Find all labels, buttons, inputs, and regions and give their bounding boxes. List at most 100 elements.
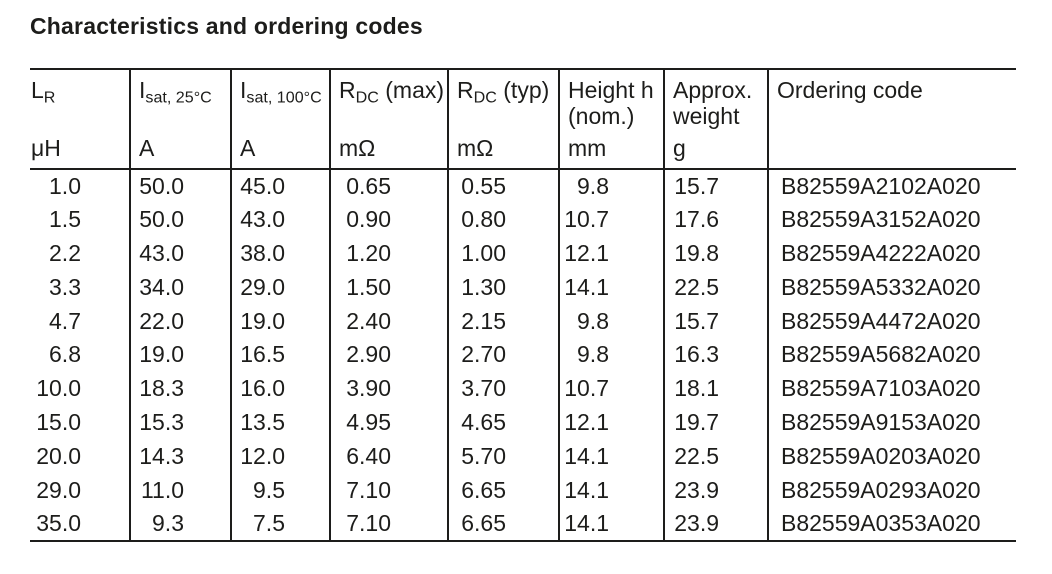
column-symbol: Isat, 25°C	[139, 77, 212, 107]
cell-rdc_max: 0.65	[330, 169, 449, 203]
cell-weight: 15.7	[664, 169, 769, 203]
cell-height: 9.8	[559, 304, 665, 338]
cell-ordering_code: B82559A5682A020	[781, 341, 981, 368]
cell-rdc_typ: 1.30	[448, 270, 560, 305]
cell-rdc_max: 1.50	[330, 270, 449, 305]
column-header-rdc-typ: RDC (typ) mΩ	[448, 69, 560, 170]
column-unit: mm	[568, 135, 607, 161]
cell-rdc_max: 7.10	[330, 473, 449, 507]
table-row: 1.0 50.0 45.0 0.65 0.55 9.8 15.7 B82559A2102A02…	[30, 169, 1016, 203]
cell-inductance: 1.0	[30, 169, 131, 203]
cell-rdc_max: 0.90	[330, 202, 449, 237]
characteristics-table: LR μH Isat, 25°C A Isat, 100°C A RDC (ma…	[30, 68, 1016, 542]
cell-inductance: 35.0	[30, 506, 131, 541]
column-symbol: RDC (max)	[339, 77, 445, 107]
cell-rdc_typ: 2.70	[448, 337, 560, 372]
table-row: 20.0 14.3 12.0 6.40 5.70 14.1 22.5 B82559A0203A…	[30, 439, 1016, 474]
cell-inductance: 15.0	[30, 405, 131, 440]
cell-rdc_max: 1.20	[330, 236, 449, 271]
cell-inductance: 1.5	[30, 202, 131, 237]
column-symbol: LR	[31, 77, 56, 107]
cell-height: 14.1	[559, 473, 665, 507]
table-row: 4.7 22.0 19.0 2.40 2.15 9.8 15.7 B82559A4472A02…	[30, 304, 1016, 338]
cell-rdc_typ: 3.70	[448, 371, 560, 406]
cell-isat_25c: 19.0	[130, 337, 232, 372]
cell-inductance: 4.7	[30, 304, 131, 338]
cell-rdc_typ: 1.00	[448, 236, 560, 271]
cell-rdc_typ: 6.65	[448, 473, 560, 507]
cell-inductance: 3.3	[30, 270, 131, 305]
cell-rdc_max: 6.40	[330, 439, 449, 474]
cell-inductance: 2.2	[30, 236, 131, 271]
cell-height: 14.1	[559, 270, 665, 305]
cell-ordering_code: B82559A4222A020	[781, 239, 981, 266]
table-row: 3.3 34.0 29.0 1.50 1.30 14.1 22.5 B82559A5332A0…	[30, 270, 1016, 305]
cell-weight: 22.5	[664, 270, 769, 305]
column-unit: A	[240, 135, 256, 161]
cell-height: 10.7	[559, 371, 665, 406]
cell-rdc_typ: 0.80	[448, 202, 560, 237]
cell-ordering_code: B82559A7103A020	[781, 375, 981, 402]
column-unit: g	[673, 135, 686, 161]
cell-rdc_typ: 4.65	[448, 405, 560, 440]
cell-ordering_code: B82559A0203A020	[781, 442, 981, 469]
cell-rdc_max: 7.10	[330, 506, 449, 541]
cell-isat_25c: 14.3	[130, 439, 232, 474]
cell-weight: 22.5	[664, 439, 769, 474]
cell-isat_100c: 13.5	[231, 405, 331, 440]
cell-height: 12.1	[559, 405, 665, 440]
cell-ordering_code: B82559A0353A020	[781, 509, 981, 536]
cell-isat_25c: 9.3	[130, 506, 232, 541]
cell-isat_25c: 50.0	[130, 202, 232, 237]
cell-isat_25c: 18.3	[130, 371, 232, 406]
cell-rdc_typ: 5.70	[448, 439, 560, 474]
cell-isat_25c: 50.0	[130, 169, 232, 203]
column-unit: A	[139, 135, 155, 161]
cell-inductance: 10.0	[30, 371, 131, 406]
cell-rdc_max: 2.90	[330, 337, 449, 372]
cell-weight: 16.3	[664, 337, 769, 372]
cell-height: 9.8	[559, 337, 665, 372]
cell-isat_25c: 34.0	[130, 270, 232, 305]
cell-isat_100c: 19.0	[231, 304, 331, 338]
cell-isat_25c: 15.3	[130, 405, 232, 440]
cell-height: 12.1	[559, 236, 665, 271]
cell-isat_25c: 22.0	[130, 304, 232, 338]
column-label: Approx. weight	[673, 77, 753, 130]
cell-rdc_typ: 6.65	[448, 506, 560, 541]
cell-isat_25c: 11.0	[130, 473, 232, 507]
table-body: 1.0 50.0 45.0 0.65 0.55 9.8 15.7 B82559A2102A02…	[30, 169, 1016, 541]
cell-isat_25c: 43.0	[130, 236, 232, 271]
cell-height: 9.8	[559, 169, 665, 203]
cell-weight: 15.7	[664, 304, 769, 338]
cell-height: 10.7	[559, 202, 665, 237]
cell-height: 14.1	[559, 506, 665, 541]
cell-inductance: 29.0	[30, 473, 131, 507]
column-header-height: Height h (nom.) mm	[559, 69, 665, 170]
cell-rdc_max: 3.90	[330, 371, 449, 406]
column-label: Height h (nom.)	[568, 77, 654, 130]
cell-weight: 19.7	[664, 405, 769, 440]
cell-isat_100c: 9.5	[231, 473, 331, 507]
header-row: LR μH Isat, 25°C A Isat, 100°C A RDC (ma…	[30, 69, 1016, 170]
column-symbol: Isat, 100°C	[240, 77, 322, 107]
column-header-isat-25c: Isat, 25°C A	[130, 69, 232, 170]
table-row: 6.8 19.0 16.5 2.90 2.70 9.8 16.3 B82559A5682A02…	[30, 337, 1016, 372]
cell-isat_100c: 16.5	[231, 337, 331, 372]
cell-weight: 19.8	[664, 236, 769, 271]
column-header-weight: Approx. weight g	[664, 69, 769, 170]
column-header-isat-100c: Isat, 100°C A	[231, 69, 331, 170]
column-unit: μH	[31, 135, 61, 161]
column-symbol: RDC (typ)	[457, 77, 550, 107]
column-unit: mΩ	[457, 135, 494, 161]
page-title: Characteristics and ordering codes	[30, 13, 423, 39]
table-row: 29.0 11.0 9.5 7.10 6.65 14.1 23.9 B82559A0293A0…	[30, 473, 1016, 507]
table-row: 2.2 43.0 38.0 1.20 1.00 12.1 19.8 B82559A4222A0…	[30, 236, 1016, 271]
column-header-rdc-max: RDC (max) mΩ	[330, 69, 449, 170]
column-header-ordering-code: Ordering code	[768, 69, 1016, 170]
table-row: 1.5 50.0 43.0 0.90 0.80 10.7 17.6 B82559A3152A0…	[30, 202, 1016, 237]
cell-isat_100c: 43.0	[231, 202, 331, 237]
cell-isat_100c: 38.0	[231, 236, 331, 271]
cell-inductance: 6.8	[30, 337, 131, 372]
cell-ordering_code: B82559A4472A020	[781, 307, 981, 334]
